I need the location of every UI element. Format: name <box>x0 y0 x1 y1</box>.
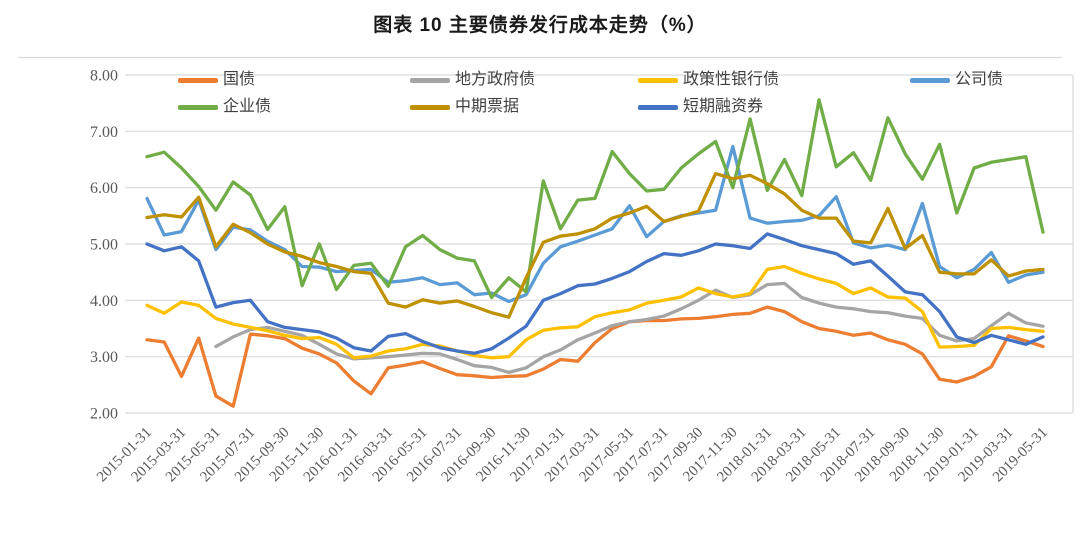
series-line-short-term-financing-bill <box>145 232 1045 355</box>
chart-title: 图表 10 主要债券发行成本走势（%） <box>373 15 707 36</box>
series-line-policy-bank-bond <box>145 264 1045 360</box>
legend-item-treasury-bond: 国债 <box>178 70 410 90</box>
y-axis-tick-label: 2.00 <box>90 406 118 423</box>
legend-item-local-government-bond: 地方政府债 <box>410 70 638 90</box>
legend-marker-enterprise-bond <box>178 104 218 110</box>
legend-marker-policy-bank-bond <box>638 77 678 83</box>
legend-item-corporate-bond: 公司债 <box>910 70 1003 90</box>
legend-item-medium-term-note: 中期票据 <box>410 97 638 117</box>
series-line-local-government-bond <box>214 281 1045 375</box>
chart-legend: 国债 地方政府债 政策性银行债 公司债企业债 中期票据 短期融资券 <box>178 70 1003 117</box>
series-line-enterprise-bond <box>145 98 1045 300</box>
legend-marker-short-term-financing-bill <box>638 104 678 110</box>
legend-label: 地方政府债 <box>455 71 536 88</box>
legend-label: 公司债 <box>955 71 1004 88</box>
series-line-corporate-bond <box>145 144 1045 304</box>
y-axis-tick-label: 4.00 <box>90 293 118 310</box>
legend-item-enterprise-bond: 企业债 <box>178 97 410 117</box>
legend-item-short-term-financing-bill: 短期融资券 <box>638 97 910 117</box>
legend-marker-medium-term-note <box>410 104 450 110</box>
legend-label: 短期融资券 <box>683 98 764 115</box>
legend-marker-treasury-bond <box>178 77 218 83</box>
series-line-treasury-bond <box>145 305 1045 408</box>
series-line-medium-term-note <box>145 171 1045 319</box>
legend-label: 中期票据 <box>455 98 520 115</box>
legend-marker-corporate-bond <box>910 77 950 83</box>
legend-label: 企业债 <box>223 98 272 115</box>
legend-item-policy-bank-bond: 政策性银行债 <box>638 70 910 90</box>
y-axis-tick-label: 6.00 <box>90 180 118 197</box>
y-axis-tick-label: 5.00 <box>90 237 118 254</box>
legend-label: 国债 <box>223 71 256 88</box>
legend-marker-local-government-bond <box>410 77 450 83</box>
y-axis-tick-label: 3.00 <box>90 349 118 366</box>
y-axis-tick-label: 8.00 <box>90 68 118 85</box>
legend-label: 政策性银行债 <box>683 71 780 88</box>
y-axis-tick-label: 7.00 <box>90 124 118 141</box>
